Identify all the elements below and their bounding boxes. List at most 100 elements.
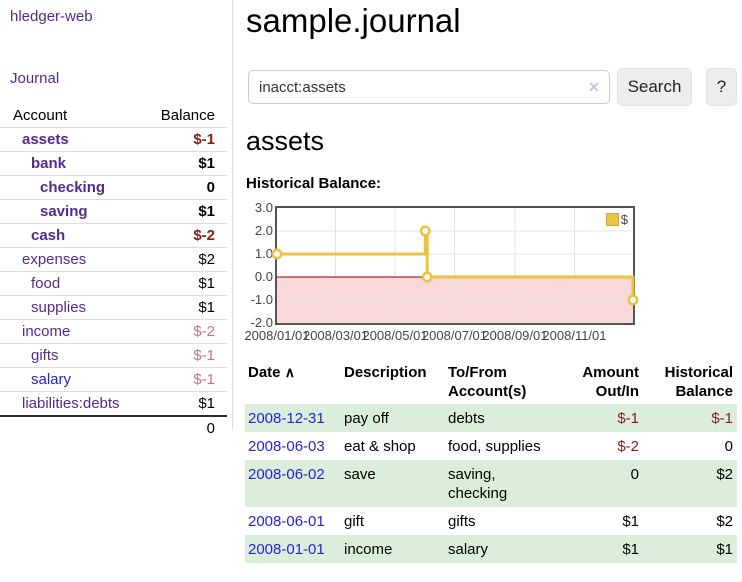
account-balance: 0 <box>206 179 215 196</box>
y-tick-label: 1.0 <box>254 246 273 261</box>
account-balance: $1 <box>198 155 215 172</box>
register-row: 2008-01-01 income salary $1 $1 <box>245 535 737 563</box>
transaction-accounts: salary <box>448 541 489 558</box>
register-table: Date ∧ Description To/From Account(s) Am… <box>245 360 737 563</box>
account-link-supplies[interactable]: supplies <box>31 299 87 316</box>
account-link-bank[interactable]: bank <box>31 155 67 172</box>
transaction-accounts: saving, checking <box>448 466 508 502</box>
transaction-amount: $1 <box>622 541 639 558</box>
accounts-header-account: Account <box>13 107 68 124</box>
chart-plot-area: $ <box>271 206 639 325</box>
x-tick-label: 2008/09/01 <box>482 328 548 343</box>
account-balance: $1 <box>198 203 215 220</box>
data-point-marker <box>271 248 283 260</box>
register-row: 2008-06-02 save saving, checking 0 $2 <box>245 460 737 507</box>
account-row: saving $1 <box>0 200 227 224</box>
transaction-date-link[interactable]: 2008-06-03 <box>248 438 325 455</box>
y-tick-label: 3.0 <box>254 200 273 215</box>
accounts-total-row: 0 <box>0 416 227 440</box>
account-row: gifts $-1 <box>0 344 227 368</box>
register-row: 2008-06-01 gift gifts $1 $2 <box>245 507 737 535</box>
account-balance: $2 <box>198 251 215 268</box>
legend-label: $ <box>620 212 628 227</box>
account-row: liabilities:debts $1 <box>0 392 227 417</box>
transaction-balance: $2 <box>716 513 733 530</box>
accounts-table: Account Balance assets $-1 bank $1 check… <box>0 104 227 440</box>
account-balance: $-1 <box>193 131 215 148</box>
transaction-date-link[interactable]: 2008-06-02 <box>248 466 325 483</box>
account-link-cash[interactable]: cash <box>31 227 66 244</box>
search-input[interactable] <box>248 70 610 104</box>
account-row: bank $1 <box>0 152 227 176</box>
account-link-income[interactable]: income <box>22 323 71 340</box>
clear-search-icon[interactable]: ✕ <box>588 79 600 95</box>
transaction-description: save <box>344 466 376 483</box>
data-point-marker <box>419 225 431 237</box>
x-tick-label: 2008/07/01 <box>421 328 488 343</box>
sidebar-item-journal[interactable]: Journal <box>10 70 60 87</box>
transaction-amount: 0 <box>630 466 639 483</box>
account-balance: $1 <box>198 275 215 292</box>
account-link-salary[interactable]: salary <box>31 371 72 388</box>
register-header-accounts: To/From Account(s) <box>448 364 527 400</box>
transaction-date-link[interactable]: 2008-01-01 <box>248 541 325 558</box>
x-tick-label: 2008/11/01 <box>542 328 607 343</box>
transaction-balance: $-1 <box>711 410 733 427</box>
y-tick-label: -1.0 <box>250 292 273 307</box>
balance-chart: 3.0 2.0 1.0 0.0 -1.0 -2.0 $ 2008/01/01 2008/03… <box>244 200 742 353</box>
sidebar: hledger-web Journal Account Balance asse… <box>0 0 233 437</box>
register-row: 2008-12-31 pay off debts $-1 $-1 <box>245 404 737 432</box>
chart-title: Historical Balance: <box>246 175 382 192</box>
account-link-expenses[interactable]: expenses <box>22 251 87 268</box>
transaction-amount: $-2 <box>617 438 639 455</box>
account-row: income $-2 <box>0 320 227 344</box>
y-tick-label: 2.0 <box>254 223 273 238</box>
transaction-balance: $1 <box>716 541 733 558</box>
accounts-total-balance: 0 <box>206 420 215 437</box>
help-button[interactable]: ? <box>706 68 737 106</box>
account-link-saving[interactable]: saving <box>40 203 88 220</box>
account-row: salary $-1 <box>0 368 227 392</box>
x-tick-label: 2008/01/01 <box>244 328 310 343</box>
account-row: assets $-1 <box>0 128 227 152</box>
search-button[interactable]: Search <box>617 68 692 106</box>
account-link-assets[interactable]: assets <box>22 131 69 148</box>
transaction-balance: $2 <box>716 466 733 483</box>
account-link-gifts[interactable]: gifts <box>31 347 59 364</box>
account-balance: $1 <box>198 395 215 412</box>
account-balance: $-1 <box>193 371 215 388</box>
register-header-amount: Amount Out/In <box>582 364 639 400</box>
data-point-marker <box>421 271 433 283</box>
y-tick-label: 0.0 <box>254 269 273 284</box>
chart-canvas <box>271 208 639 323</box>
app-title-link[interactable]: hledger-web <box>10 8 93 25</box>
transaction-date-link[interactable]: 2008-06-01 <box>248 513 325 530</box>
register-row: 2008-06-03 eat & shop food, supplies $-2… <box>245 432 737 460</box>
account-row: supplies $1 <box>0 296 227 320</box>
transaction-accounts: gifts <box>448 513 476 530</box>
accounts-table-header: Account Balance <box>0 104 227 128</box>
account-heading: assets <box>246 126 325 156</box>
account-balance: $-2 <box>193 323 215 340</box>
account-row: expenses $2 <box>0 248 227 272</box>
transaction-description: gift <box>344 513 365 530</box>
transaction-amount: $1 <box>622 513 639 530</box>
transaction-amount: $-1 <box>617 410 639 427</box>
y-tick-label: -2.0 <box>250 315 273 330</box>
account-balance: $-2 <box>193 227 215 244</box>
account-row: cash $-2 <box>0 224 227 248</box>
transaction-accounts: food, supplies <box>448 438 541 455</box>
account-row: food $1 <box>0 272 227 296</box>
x-tick-label: 2008/05/01 <box>362 328 428 343</box>
transaction-date-link[interactable]: 2008-12-31 <box>248 410 325 427</box>
register-header-date[interactable]: Date ∧ <box>248 364 295 381</box>
transaction-accounts: debts <box>448 410 485 427</box>
register-header-row: Date ∧ Description To/From Account(s) Am… <box>245 360 737 404</box>
transaction-description: income <box>344 541 393 558</box>
account-link-liabilities-debts[interactable]: liabilities:debts <box>22 395 120 412</box>
legend-swatch-icon <box>605 213 619 226</box>
data-point-marker <box>627 294 639 306</box>
account-link-checking[interactable]: checking <box>40 179 106 196</box>
account-link-food[interactable]: food <box>31 275 61 292</box>
